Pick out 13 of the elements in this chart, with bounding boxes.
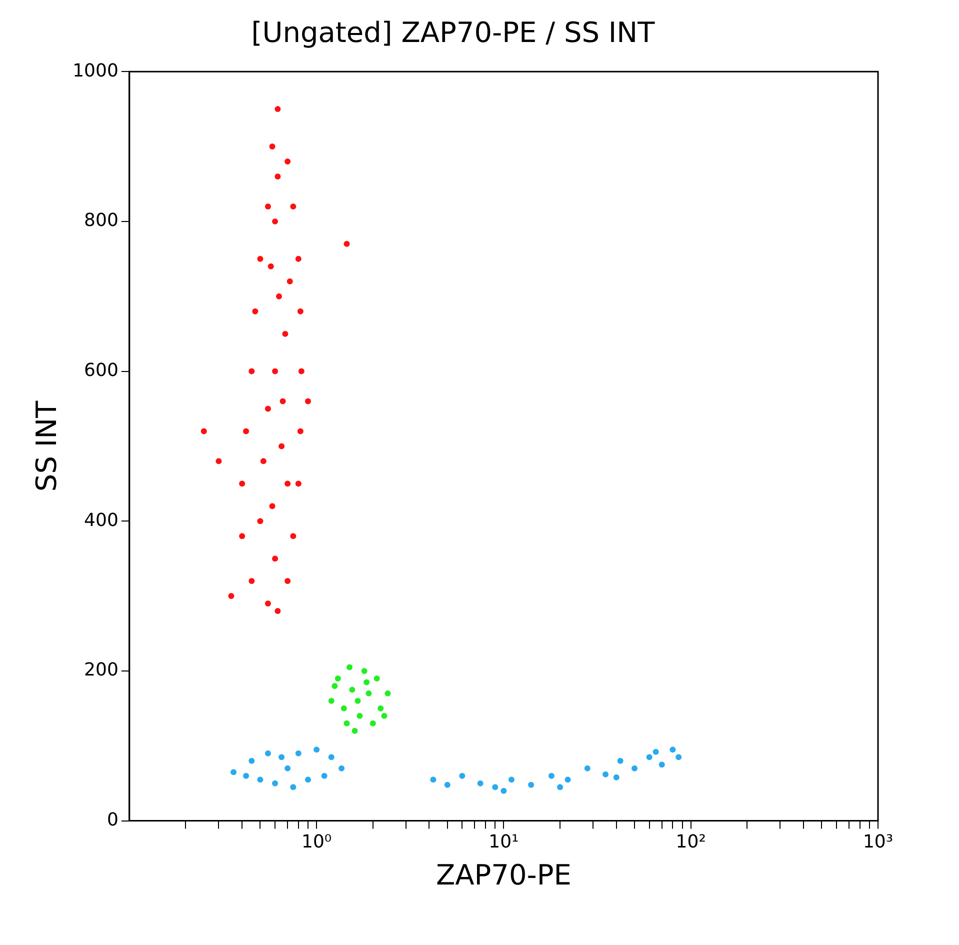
y-tick-label: 200 bbox=[84, 660, 118, 681]
y-tick-label: 400 bbox=[84, 510, 118, 531]
y-tick-label: 1000 bbox=[72, 60, 118, 82]
chart-title: [Ungated] ZAP70-PE / SS INT bbox=[251, 16, 656, 50]
y-axis-title: SS INT bbox=[30, 400, 64, 492]
x-tick-label: 10¹ bbox=[488, 831, 519, 852]
x-tick-label: 10⁰ bbox=[301, 831, 332, 852]
x-axis-title: ZAP70-PE bbox=[436, 858, 572, 892]
y-tick-label: 800 bbox=[84, 210, 118, 232]
x-tick-label: 10³ bbox=[862, 831, 894, 852]
y-tick-label: 600 bbox=[84, 360, 118, 381]
y-tick-label: 0 bbox=[106, 809, 118, 830]
x-tick-label: 10² bbox=[676, 831, 706, 852]
